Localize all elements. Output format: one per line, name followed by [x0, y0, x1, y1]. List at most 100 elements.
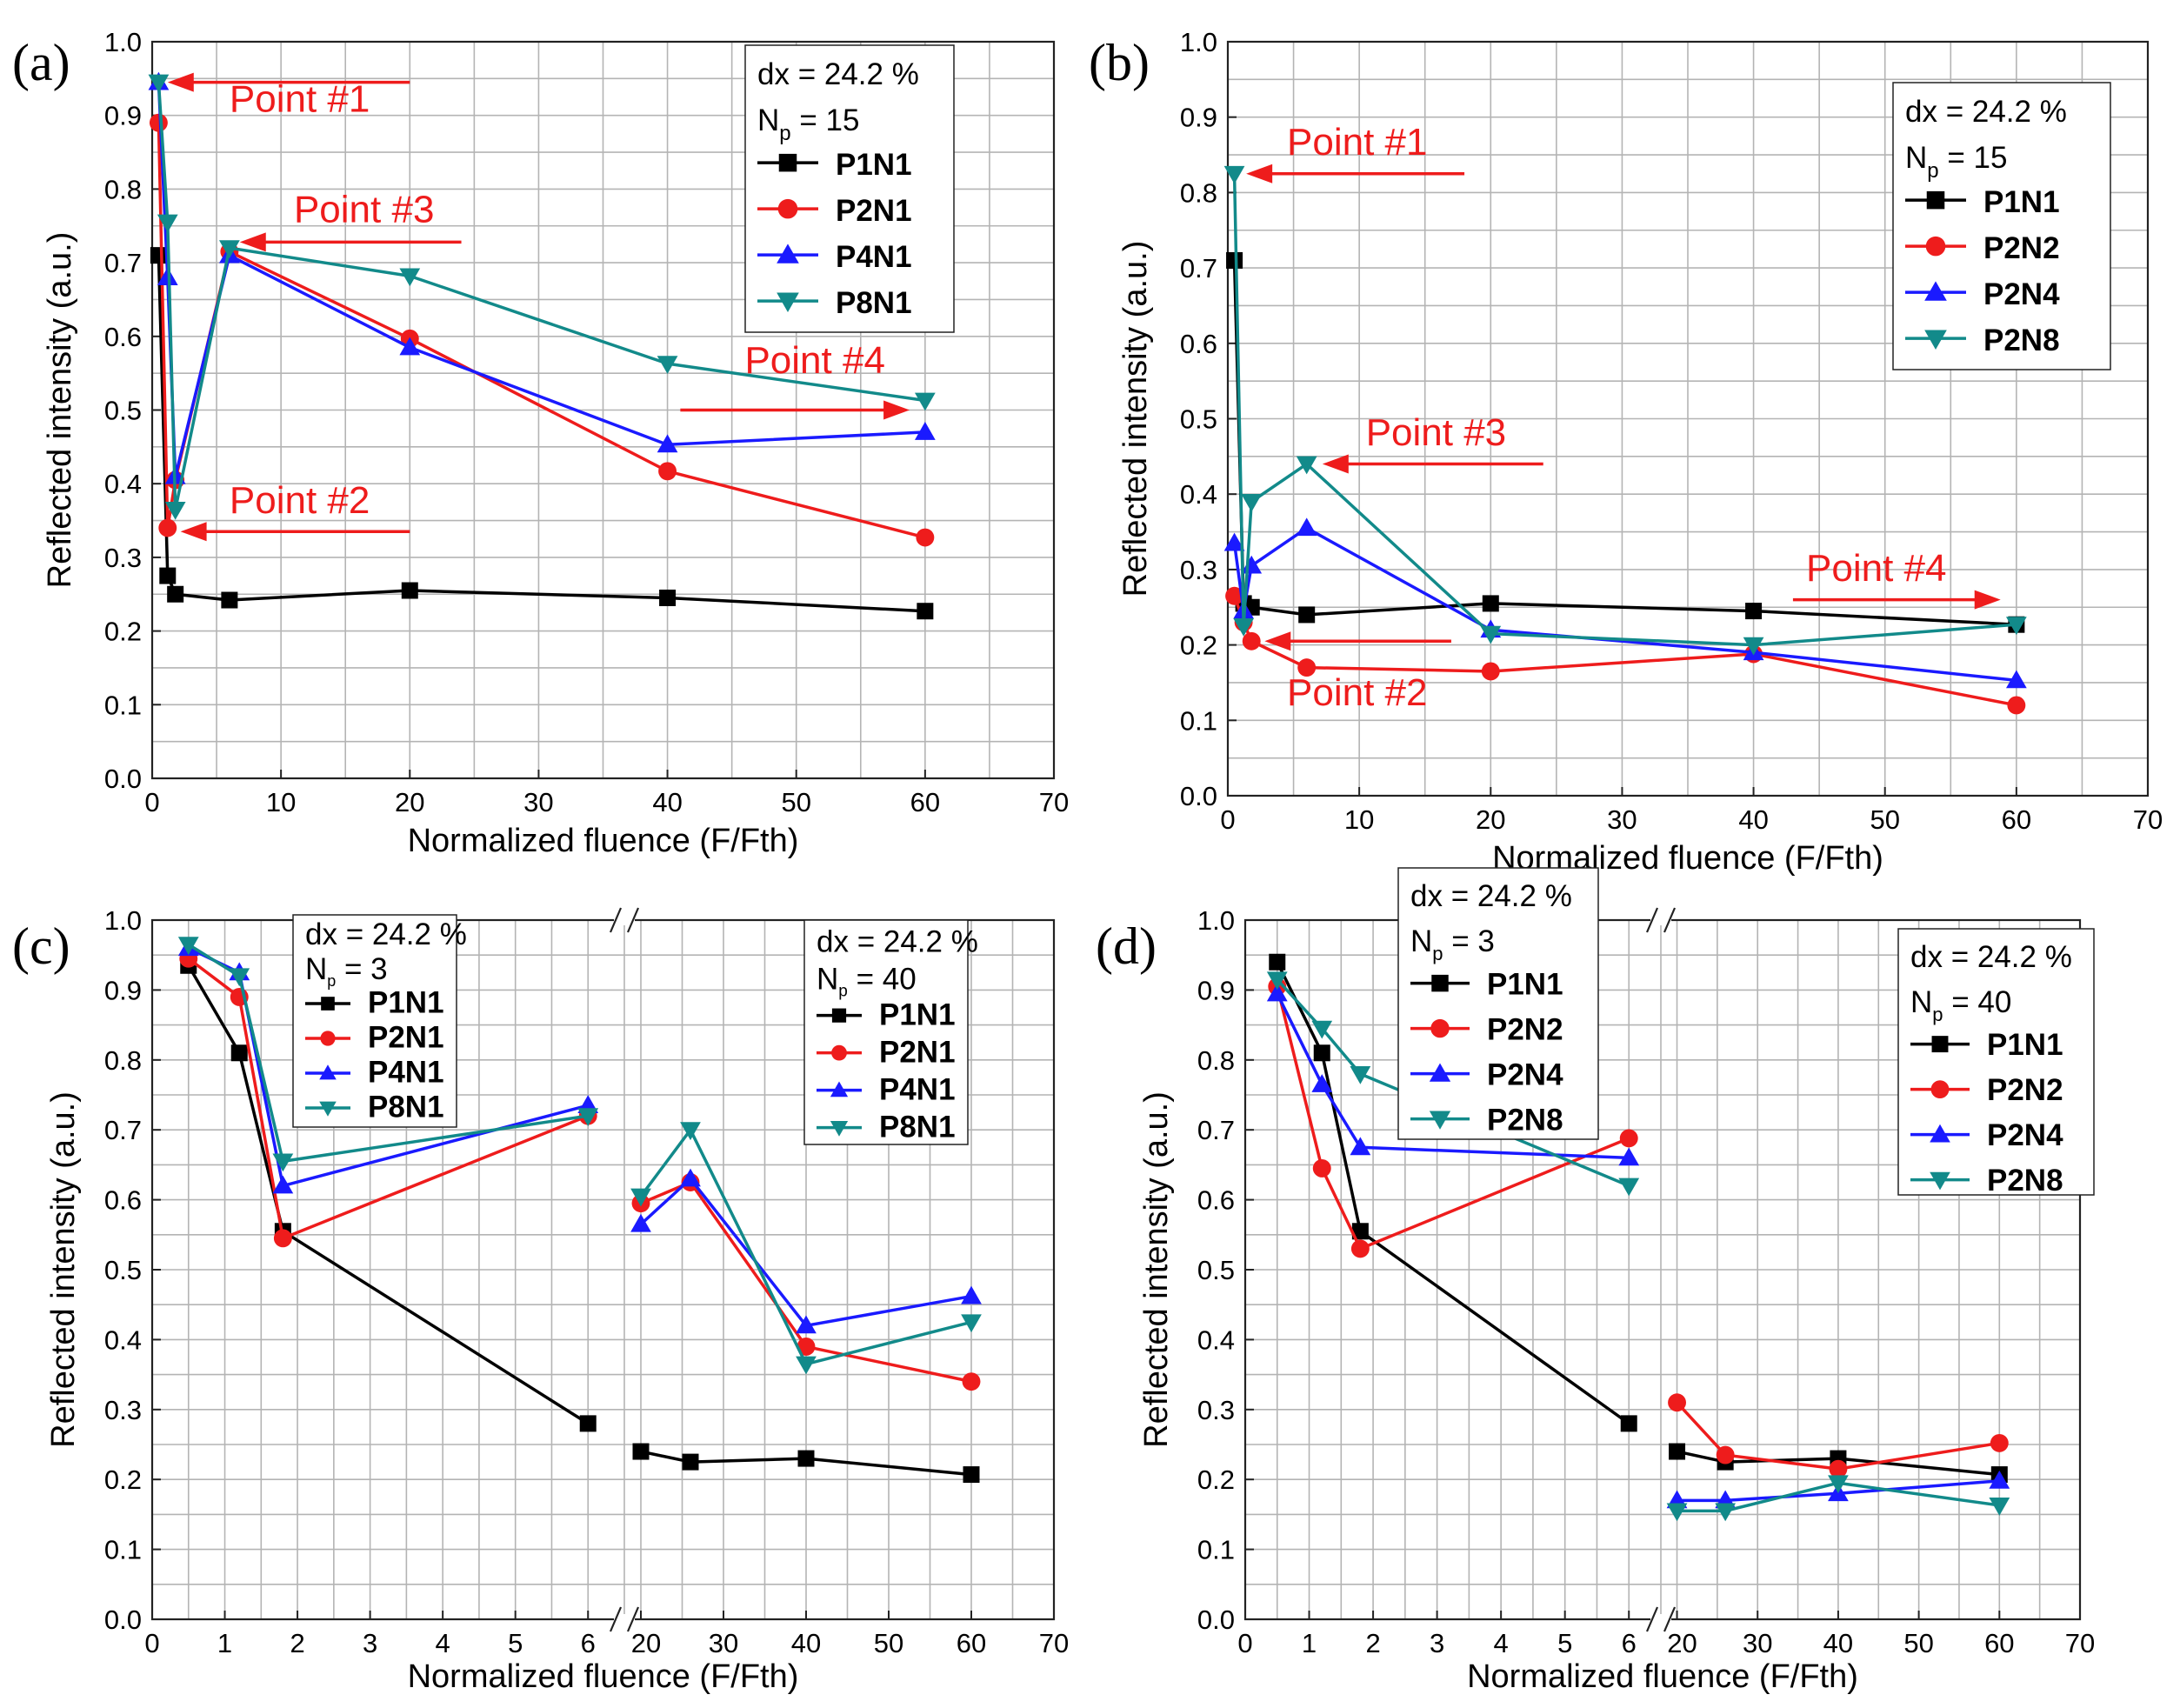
x-tick-label: 1	[1302, 1628, 1317, 1658]
series-line-right-P1N1	[1677, 1450, 2000, 1477]
np-subscript: p	[1432, 943, 1443, 964]
legend-marker-P2N1	[831, 1044, 847, 1061]
legend-marker-P1N1	[321, 997, 335, 1011]
y-tick-label: 0.0	[104, 764, 142, 794]
legend-marker-P1N1	[831, 1008, 847, 1023]
legend-box	[803, 919, 969, 1145]
annotation-arrow-1-head	[1246, 163, 1273, 183]
data-point-P1N1	[1745, 603, 1763, 620]
series-line-left-P1N1	[187, 964, 590, 1425]
legend-dx: dx = 24.2 %	[1910, 940, 2072, 974]
annotation-label-1: Point #1	[1287, 121, 1427, 163]
y-axis-label: Reflected intensity (a.u.)	[1117, 241, 1154, 597]
legend-label-P1N1: P1N1	[1987, 1028, 2063, 1062]
data-point-P2N4	[1223, 532, 1245, 551]
legend-marker-P2N4	[1924, 281, 1947, 301]
y-tick-label: 0.6	[1180, 329, 1217, 359]
legend-label-P8N1: P8N1	[368, 1090, 444, 1124]
data-point-P2N1	[658, 462, 677, 481]
y-tick-label: 0.3	[1197, 1395, 1235, 1425]
data-point-P2N8	[1233, 618, 1255, 637]
legend-marker-P2N2	[1930, 1080, 1950, 1098]
np-value: = 3	[1443, 924, 1495, 958]
x-tick-label: 10	[1344, 804, 1374, 835]
data-point-P1N1	[230, 1044, 248, 1062]
data-point-P1N1	[1620, 1415, 1637, 1432]
axis-break-mark	[1663, 907, 1677, 933]
y-tick-label: 0.6	[1197, 1185, 1235, 1216]
y-tick-label: 1.0	[1180, 27, 1217, 57]
data-point-P4N1	[796, 1315, 817, 1334]
legend-marker-P2N8	[1429, 1111, 1451, 1130]
np-value: = 40	[1943, 985, 2012, 1019]
y-axis-label: Reflected intensity (a.u.)	[1138, 1091, 1175, 1448]
y-tick-label: 0.8	[1180, 177, 1217, 208]
y-axis-label: Reflected intensity (a.u.)	[42, 232, 78, 589]
np-subscript: p	[838, 983, 848, 1001]
data-point-P2N4	[1241, 555, 1263, 574]
data-point-P2N2	[2007, 696, 2026, 715]
legend-dx: dx = 24.2 %	[1410, 879, 1572, 913]
data-point-P1N1	[797, 1450, 815, 1467]
x-tick-label: 3	[363, 1628, 377, 1658]
x-tick-label: 30	[709, 1628, 738, 1658]
x-tick-label: 30	[1743, 1628, 1772, 1658]
panel-label: (d)	[1096, 917, 1157, 975]
y-tick-label: 1.0	[1197, 905, 1235, 936]
x-tick-label: 0	[144, 1628, 159, 1658]
series-line-right-P2N1	[640, 1180, 972, 1384]
data-point-P8N1	[961, 1314, 982, 1333]
x-tick-label: 40	[652, 787, 682, 817]
data-point-P2N4	[1311, 1074, 1333, 1092]
data-point-P1N1	[150, 247, 167, 264]
data-point-P4N1	[914, 422, 936, 440]
annotation-label-3: Point #3	[294, 189, 434, 231]
y-tick-label: 0.9	[104, 101, 142, 131]
annotation-arrow-3-head	[1322, 454, 1349, 474]
y-tick-label: 0.0	[1180, 781, 1217, 811]
data-point-P2N2	[1350, 1239, 1370, 1258]
y-tick-label: 0.7	[1180, 253, 1217, 284]
data-point-P8N1	[399, 268, 421, 287]
data-point-P2N8	[1350, 1065, 1371, 1084]
x-tick-label: 5	[1557, 1628, 1572, 1658]
legend-label-P2N8: P2N8	[1983, 324, 2060, 357]
data-point-P8N1	[219, 240, 240, 259]
x-tick-label: 30	[523, 787, 553, 817]
np-subscript: p	[1932, 1004, 1943, 1025]
x-tick-label: 70	[2065, 1628, 2095, 1658]
axis-break-mark	[609, 907, 623, 933]
axis-break-gap	[614, 1614, 635, 1625]
legend-marker-P2N4	[1429, 1063, 1451, 1082]
y-tick-label: 0.5	[1197, 1255, 1235, 1285]
data-point-P8N1	[796, 1356, 817, 1375]
data-point-P2N2	[1242, 631, 1261, 651]
data-point-P8N1	[157, 214, 178, 233]
data-point-P2N8	[1666, 1503, 1688, 1522]
data-point-P8N1	[680, 1122, 701, 1141]
axis-break-mark	[1663, 1606, 1677, 1632]
np-value: = 3	[336, 952, 387, 986]
y-tick-label: 0.2	[104, 617, 142, 647]
x-axis-label: Normalized fluence (F/Fth)	[408, 1658, 799, 1695]
data-point-P2N2	[1481, 662, 1500, 681]
data-point-P2N2	[1716, 1445, 1735, 1464]
legend-box	[1892, 82, 2111, 370]
y-tick-label: 0.7	[104, 1115, 142, 1145]
legend-label-P1N1: P1N1	[1487, 968, 1563, 1002]
legend-label-P2N1: P2N1	[368, 1020, 444, 1054]
x-tick-label: 70	[2133, 804, 2163, 835]
y-tick-label: 0.9	[1197, 975, 1235, 1005]
legend-label-P2N8: P2N8	[1987, 1164, 2063, 1198]
legend-marker-P2N4	[1930, 1124, 1950, 1143]
data-point-P8N1	[272, 1153, 294, 1172]
panel-c: 0 1 2 3 4 5 6 20 30 40 50 60 70 0.0 0.1 0.2 0.3 0.4 0.5 0.6…	[12, 905, 1069, 1695]
legend-marker-P8N1	[319, 1101, 337, 1117]
series-line-left-P8N1	[187, 943, 589, 1164]
legend-label-P4N1: P4N1	[879, 1072, 956, 1106]
y-tick-label: 0.3	[104, 1395, 142, 1425]
annotation-arrow-2-head	[180, 522, 207, 542]
x-tick-label: 1	[217, 1628, 232, 1658]
data-point-P2N1	[158, 518, 177, 537]
y-tick-label: 1.0	[104, 905, 142, 936]
